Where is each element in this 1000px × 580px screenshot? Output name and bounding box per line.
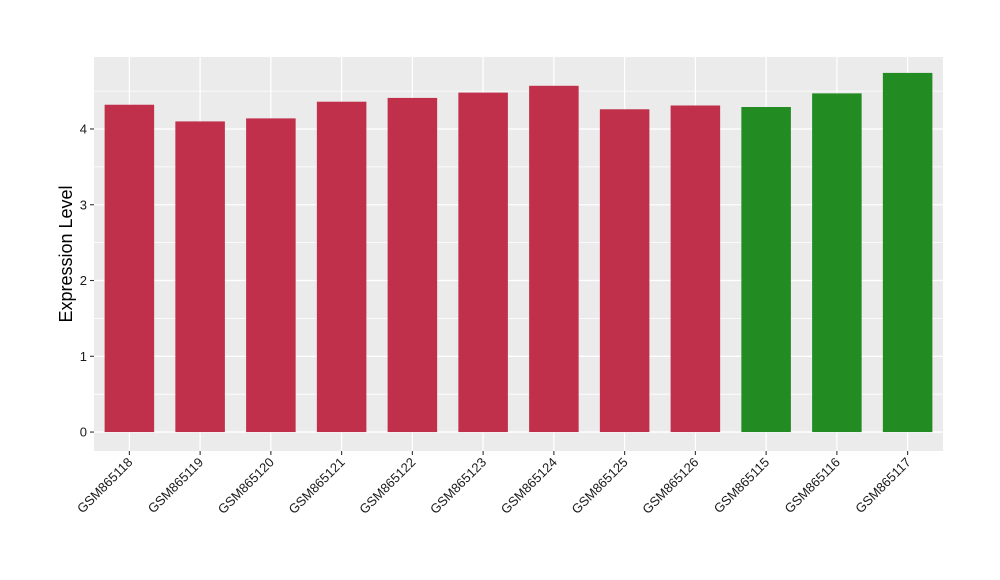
y-axis: 0 1 2 3 4 [80, 121, 94, 440]
y-axis-title: Expression Level [56, 185, 76, 322]
bars [104, 72, 933, 433]
bar-GSM865126 [670, 105, 721, 433]
x-tick-label: GSM865125 [569, 455, 631, 517]
x-tick-label: GSM865115 [711, 455, 773, 517]
bar-GSM865118 [104, 104, 155, 433]
x-tick-label: GSM865126 [639, 455, 701, 517]
x-tick-label: GSM865122 [356, 455, 418, 517]
bar-GSM865123 [458, 92, 508, 433]
y-tick-label: 2 [80, 273, 87, 288]
y-tick-label: 0 [80, 425, 87, 440]
x-tick-label: GSM865124 [498, 455, 560, 517]
minor-gridlines [94, 90, 943, 395]
bar-GSM865124 [529, 85, 579, 433]
bar-GSM865125 [599, 109, 650, 433]
x-tick-label: GSM865118 [74, 455, 136, 517]
x-tick-label: GSM865121 [286, 455, 348, 517]
bar-GSM865120 [246, 118, 296, 433]
plot-panel [94, 57, 943, 451]
bar-GSM865115 [741, 107, 791, 433]
x-tick-label: GSM865119 [145, 455, 207, 517]
bar-GSM865122 [387, 97, 438, 433]
bar-GSM865119 [175, 121, 225, 433]
x-tick-label: GSM865123 [427, 455, 489, 517]
y-tick-label: 3 [80, 197, 87, 212]
bar-GSM865121 [316, 101, 367, 433]
y-tick-label: 4 [80, 121, 87, 136]
x-tick-label: GSM865120 [215, 455, 277, 517]
x-tick-label: GSM865116 [781, 455, 843, 517]
y-tick-label: 1 [80, 349, 87, 364]
bar-GSM865117 [882, 72, 933, 433]
x-tick-label: GSM865117 [852, 455, 914, 517]
bar-GSM865116 [812, 93, 862, 433]
x-axis: GSM865118 GSM865119 GSM865120 GSM865121 GSM8… [74, 451, 914, 517]
